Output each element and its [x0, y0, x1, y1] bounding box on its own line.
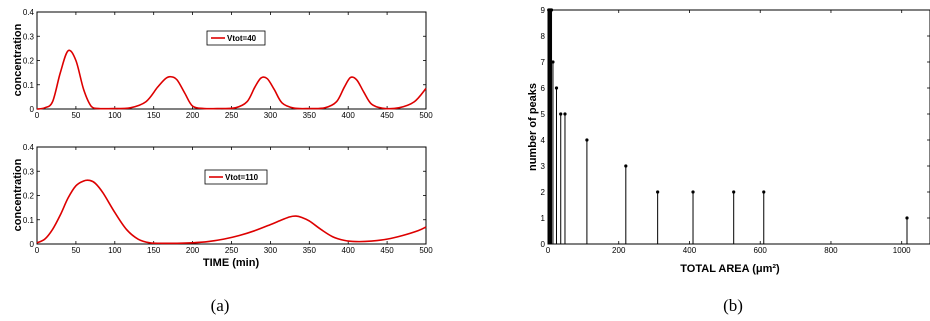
y-tick-label: 0.1 — [23, 216, 35, 225]
x-tick-label: 1000 — [893, 246, 911, 255]
series-line — [36, 49, 427, 110]
x-tick-label: 50 — [71, 111, 80, 120]
legend: Vtot=110 — [204, 169, 268, 185]
x-tick-label: 350 — [303, 246, 317, 255]
caption-b: (b) — [723, 296, 743, 315]
x-ticks: 0 200 400 600 800 1000 — [546, 10, 911, 255]
x-axis-label: TIME (min) — [203, 257, 260, 269]
y-axis-label: concentration — [12, 158, 24, 231]
x-tick-label: 0 — [35, 111, 40, 120]
y-tick-label: 1 — [541, 214, 546, 223]
stem-marker — [551, 60, 555, 64]
legend-label: Vtot=40 — [227, 34, 257, 43]
x-tick-label: 0 — [35, 246, 40, 255]
x-tick-label: 500 — [419, 111, 433, 120]
y-tick-label: 0.4 — [23, 143, 35, 152]
stem-marker — [656, 190, 660, 194]
stem-marker — [732, 190, 736, 194]
x-tick-label: 800 — [824, 246, 838, 255]
y-tick-label: 9 — [541, 6, 546, 15]
y-tick-label: 2 — [541, 188, 546, 197]
plot-area — [36, 49, 427, 110]
x-tick-label: 150 — [147, 111, 161, 120]
panel-right: 0 200 400 600 800 1000 0 1 2 3 4 5 6 7 8 9 number of p… — [527, 6, 930, 275]
x-tick-label: 400 — [342, 246, 356, 255]
y-tick-label: 0.4 — [23, 8, 35, 17]
y-axis-label: number of peaks — [527, 83, 539, 171]
y-tick-label: 0.3 — [23, 167, 35, 176]
x-tick-label: 250 — [225, 111, 239, 120]
x-tick-label: 500 — [419, 246, 433, 255]
plot-area — [547, 8, 909, 244]
x-tick-label: 200 — [186, 246, 200, 255]
stem-marker — [762, 190, 766, 194]
stem-marker — [585, 138, 589, 142]
x-tick-label: 100 — [108, 111, 122, 120]
x-tick-label: 150 — [147, 246, 161, 255]
panel-top-left: 0 50 100 150 200 250 300 350 400 450 500 0 0.1 0.2 0.… — [12, 8, 433, 120]
y-tick-label: 8 — [541, 32, 546, 41]
x-tick-label: 0 — [546, 246, 551, 255]
plot-frame — [36, 146, 427, 245]
x-tick-label: 450 — [380, 246, 394, 255]
x-tick-label: 350 — [303, 111, 317, 120]
y-axis-label: concentration — [12, 23, 24, 96]
y-tick-label: 0.2 — [23, 192, 35, 201]
y-ticks: 0 0.1 0.2 0.3 0.4 — [23, 143, 426, 249]
x-ticks: 0 50 100 150 200 250 300 350 400 450 500 — [35, 147, 433, 255]
stem-marker — [549, 8, 554, 12]
x-tick-label: 250 — [225, 246, 239, 255]
y-tick-label: 4 — [541, 136, 546, 145]
x-tick-label: 200 — [186, 111, 200, 120]
legend-box — [206, 30, 266, 46]
series-line — [36, 179, 427, 245]
x-ticks: 0 50 100 150 200 250 300 350 400 450 500 — [35, 12, 433, 120]
legend: Vtot=40 — [206, 30, 266, 46]
y-tick-label: 0.2 — [23, 57, 35, 66]
panel-bottom-left: 0 50 100 150 200 250 300 350 400 450 500 0 0.1 0.2 0.… — [12, 143, 433, 269]
y-tick-label: 0.3 — [23, 32, 35, 41]
x-tick-label: 400 — [683, 246, 697, 255]
x-tick-label: 400 — [342, 111, 356, 120]
y-tick-label: 0 — [30, 105, 35, 114]
y-tick-label: 5 — [541, 110, 546, 119]
legend-box — [204, 169, 268, 185]
caption-a: (a) — [211, 296, 230, 315]
stem-marker — [905, 216, 909, 220]
y-tick-label: 0 — [30, 240, 35, 249]
x-tick-label: 300 — [264, 111, 278, 120]
y-tick-label: 6 — [541, 84, 546, 93]
x-axis-label: TOTAL AREA (μm²) — [680, 263, 780, 275]
plot-frame — [547, 9, 930, 245]
y-tick-label: 0.1 — [23, 81, 35, 90]
stem-marker — [691, 190, 695, 194]
plot-frame — [36, 11, 427, 110]
x-tick-label: 300 — [264, 246, 278, 255]
x-tick-label: 50 — [71, 246, 80, 255]
y-ticks: 0 1 2 3 4 5 6 7 8 9 — [541, 6, 930, 249]
x-tick-label: 450 — [380, 111, 394, 120]
plot-area — [36, 179, 427, 245]
stem-marker — [563, 112, 567, 116]
y-tick-label: 0 — [541, 240, 546, 249]
stem-marker — [559, 112, 563, 116]
y-tick-label: 7 — [541, 58, 546, 67]
stem-marker — [554, 86, 559, 90]
stem-marker — [624, 164, 628, 168]
x-tick-label: 600 — [754, 246, 768, 255]
y-tick-label: 3 — [541, 162, 546, 171]
x-tick-label: 200 — [612, 246, 626, 255]
legend-label: Vtot=110 — [225, 173, 259, 182]
x-tick-label: 100 — [108, 246, 122, 255]
